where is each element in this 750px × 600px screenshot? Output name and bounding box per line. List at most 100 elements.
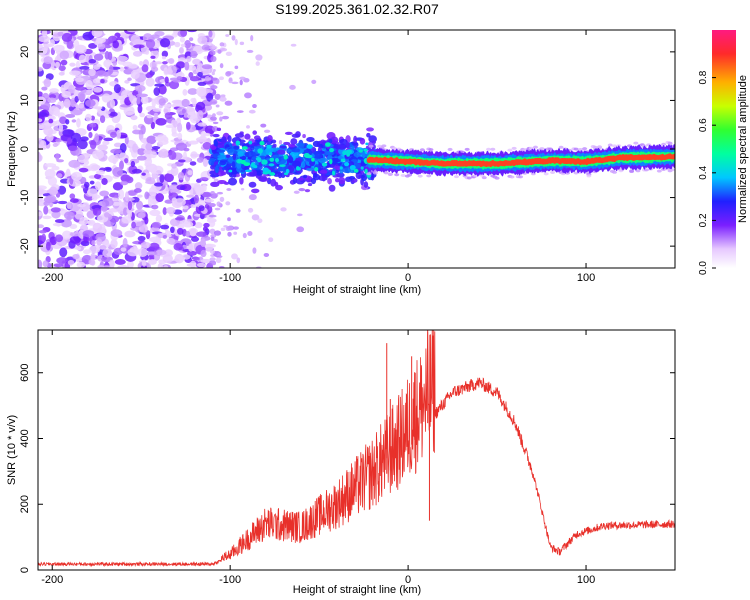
spectrogram-cell	[132, 129, 143, 135]
spectrogram-cell	[55, 153, 60, 161]
spectrogram-cell	[61, 90, 71, 99]
spectrogram-cell	[148, 258, 157, 265]
x-tick-label: 0	[405, 574, 411, 586]
spectrogram-cell	[131, 168, 142, 174]
spectrogram-cell	[180, 43, 186, 48]
spectrogram-cell	[494, 176, 500, 180]
spectrogram-cell	[303, 174, 308, 179]
spectrogram-cell	[234, 38, 238, 46]
spectrogram-cell	[82, 230, 95, 238]
spectrogram-cell	[136, 96, 141, 105]
spectrogram-cell	[94, 133, 99, 143]
spectrogram-cell	[109, 111, 118, 117]
spectrogram-cell	[213, 192, 218, 197]
spectrogram-cell	[365, 142, 369, 146]
spectrogram-cell	[201, 64, 213, 70]
spectrogram-cell	[212, 133, 220, 138]
colorbar-tick-label: 0.4	[698, 165, 709, 179]
spectrogram-cell	[349, 164, 356, 171]
spectrogram-cell	[92, 64, 101, 70]
spectrogram-cell	[147, 197, 153, 208]
spectrogram-cell	[266, 134, 273, 142]
spectrogram-cell	[490, 147, 496, 151]
colorbar-label: Normalized spectral amplitude	[737, 75, 749, 223]
spectrogram-cell	[170, 166, 179, 177]
spectrogram-cell	[69, 236, 81, 244]
spectrogram-cell	[248, 194, 257, 201]
spectrogram-cell	[69, 62, 76, 67]
spectrogram-cell	[244, 151, 249, 158]
spectrogram-cell	[361, 151, 366, 159]
spectrogram-cell	[105, 111, 111, 115]
spectrogram-cell	[121, 216, 132, 224]
spectrogram-cell	[38, 118, 43, 123]
spectrogram-cell	[257, 218, 263, 224]
spectrogram-cell	[65, 119, 70, 125]
spectrogram-cell	[304, 189, 311, 193]
spectrogram-cell	[270, 178, 277, 187]
snr-y-ticks: 0 200 400 600	[19, 364, 675, 573]
spectrogram-cell	[110, 148, 122, 154]
spectrogram-cell	[79, 216, 89, 226]
spectrogram-cell	[363, 181, 369, 188]
spectrogram-cell	[181, 98, 190, 108]
spectrogram-cell	[145, 142, 153, 151]
spectrogram-cell	[186, 218, 194, 222]
spectrogram-cell	[244, 169, 252, 173]
spectrogram-cell	[219, 96, 227, 102]
spectrogram-cell	[196, 262, 206, 268]
spectrogram-cell	[117, 95, 123, 100]
spectrogram-cell	[210, 234, 217, 238]
spectrogram-cell	[215, 257, 222, 264]
spectrogram-cell	[197, 110, 204, 120]
spectrogram-cell	[550, 170, 556, 174]
spectrogram-cell	[86, 188, 98, 197]
spectrogram-cell	[131, 221, 137, 229]
spectrogram-cell	[303, 152, 310, 158]
spectrogram-cell	[306, 144, 313, 149]
spectrogram-cell	[112, 182, 124, 191]
spectrogram-cell	[212, 113, 216, 118]
spectrogram-cell	[162, 61, 168, 65]
spectrogram-cell	[200, 249, 207, 258]
spectrogram-cell	[77, 139, 88, 150]
spectrogram-cell	[136, 194, 143, 198]
spectrogram-cell	[95, 70, 107, 77]
spectrogram-cell	[252, 247, 257, 254]
spectrogram-cell	[197, 35, 208, 45]
spectrogram-cell	[231, 161, 236, 169]
spectrogram-cell	[329, 148, 335, 153]
spectrogram-cell	[150, 55, 156, 59]
spectrogram-cell	[38, 211, 43, 217]
spectrogram-cell	[195, 101, 206, 111]
x-tick-label: 100	[577, 272, 595, 284]
spectrogram-cell	[486, 147, 492, 151]
spectrogram-cell	[45, 195, 57, 203]
spectrogram-cell	[59, 247, 68, 258]
spectrogram-cell	[247, 207, 254, 213]
spectrogram-cell	[240, 187, 245, 191]
spectrogram-cell	[201, 191, 213, 198]
spectrogram-cell	[128, 63, 138, 69]
spectrogram-cell	[132, 125, 138, 131]
spectrogram-cell	[672, 153, 675, 159]
spectrogram-cell	[141, 259, 147, 267]
spectrogram-cell	[372, 171, 378, 175]
spectrogram-cell	[158, 139, 169, 146]
spectrogram-cell	[172, 120, 178, 128]
spectrogram-cell	[211, 71, 215, 76]
spectrogram-cell	[132, 50, 143, 57]
y-tick-label: 20	[19, 46, 31, 58]
spectrogram-cell	[55, 234, 64, 243]
spectrogram-cell	[71, 119, 77, 123]
spectrogram-cell	[154, 83, 165, 87]
spectrogram-cell	[220, 171, 227, 176]
colorbar-tick-label: 0.8	[698, 70, 709, 84]
spectrogram-cell	[144, 216, 149, 225]
spectrogram-cell	[612, 170, 618, 174]
spectrogram-cell	[328, 138, 333, 144]
spectrogram-cell	[509, 175, 515, 179]
spectrogram-cell	[332, 170, 336, 176]
spectrogram-cell	[86, 220, 92, 225]
